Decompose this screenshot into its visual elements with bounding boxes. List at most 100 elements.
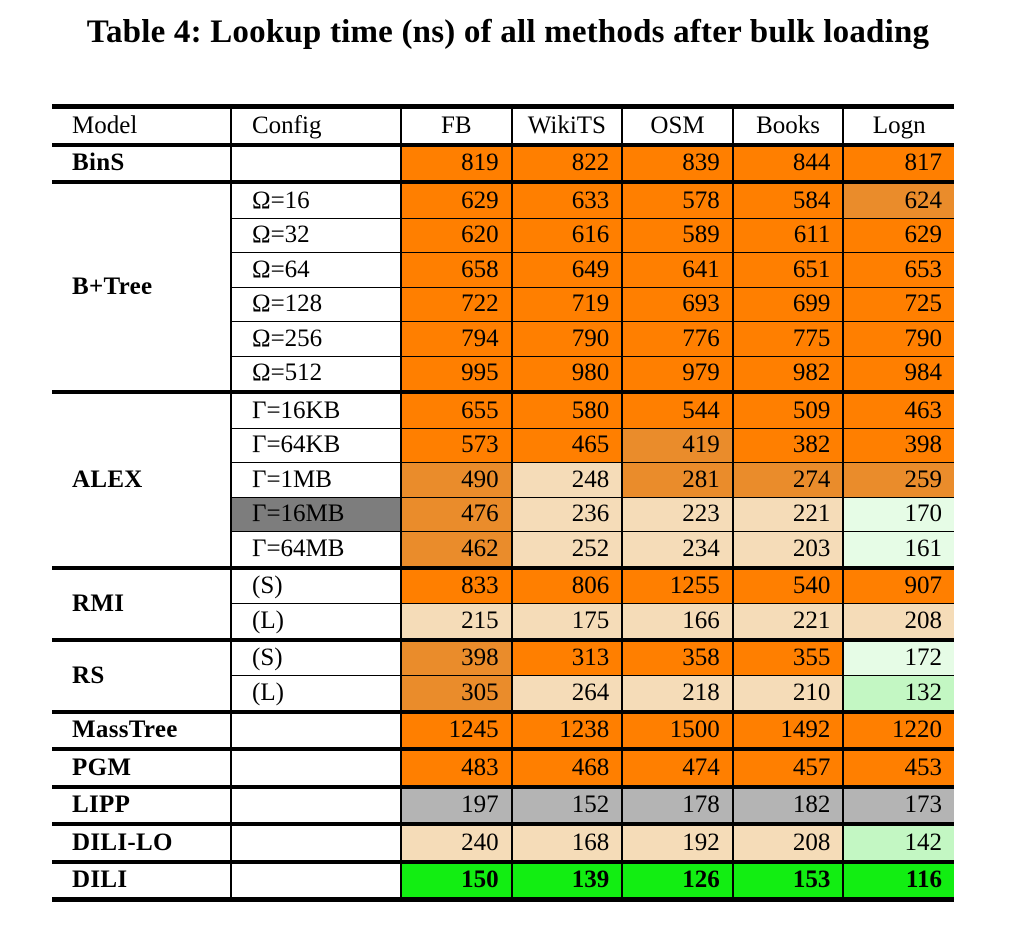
value-cell: 1500 [621, 709, 733, 749]
model-cell: MassTree [52, 709, 231, 749]
config-cell [230, 142, 401, 183]
value-cell: 463 [842, 390, 954, 428]
value-cell: 1238 [510, 709, 623, 749]
table-row: MassTree 1245 1238 1500 1492 1220 [52, 709, 954, 750]
config-cell: (S) [230, 637, 401, 676]
model-cell: B+Tree [52, 180, 231, 392]
value-cell: 281 [621, 462, 733, 497]
value-cell: 722 [400, 286, 512, 322]
table-row: ALEX Γ=16KB 655 580 544 509 463 [52, 390, 954, 568]
value-cell: 150 [400, 859, 512, 900]
value-cell: 215 [400, 603, 512, 640]
value-cell: 584 [731, 180, 844, 218]
table-header: Model Config FB WikiTS OSM Books Logn [52, 106, 954, 146]
value-cell: 1492 [731, 709, 844, 749]
table-row: RS (S) 398 313 358 355 172 [52, 637, 954, 712]
model-cell: BinS [52, 142, 231, 182]
value-cell: 629 [400, 180, 512, 218]
value-cell: 653 [842, 252, 954, 287]
value-cell: 1220 [842, 709, 954, 749]
config-cell: (L) [230, 603, 401, 640]
value-cell: 170 [842, 496, 954, 532]
table-caption: Table 4: Lookup time (ns) of all methods… [86, 14, 930, 50]
table-row: Γ=16MB 476 236 223 221 170 [52, 496, 954, 532]
value-cell: 982 [731, 355, 844, 392]
value-cell: 203 [731, 531, 844, 568]
value-cell: 264 [510, 675, 623, 712]
value-cell: 234 [621, 531, 733, 568]
value-cell: 465 [510, 427, 623, 463]
value-cell: 573 [400, 427, 512, 463]
model-cell: RS [52, 637, 231, 712]
value-cell: 453 [842, 747, 954, 787]
value-cell: 844 [731, 142, 844, 182]
value-cell: 457 [731, 747, 844, 787]
value-cell: 817 [842, 142, 954, 182]
config-cell [230, 784, 401, 825]
value-cell: 240 [400, 822, 512, 862]
model-cell: DILI-LO [52, 822, 231, 862]
model-cell: PGM [52, 747, 231, 787]
value-cell: 468 [510, 747, 623, 787]
model-cell: LIPP [52, 784, 231, 824]
table-row: DILI-LO 240 168 192 208 142 [52, 822, 954, 862]
value-cell: 775 [731, 321, 844, 356]
config-cell: Ω=16 [230, 180, 401, 219]
value-cell: 139 [510, 859, 623, 900]
header-wikits: WikiTS [510, 106, 623, 146]
config-cell: Γ=16MB [230, 496, 401, 532]
value-cell: 649 [510, 252, 623, 287]
value-cell: 259 [842, 462, 954, 497]
value-cell: 358 [621, 637, 733, 676]
value-cell: 252 [510, 531, 623, 568]
table-row: Ω=256 794 790 776 775 790 [52, 321, 954, 357]
value-cell: 153 [731, 859, 844, 900]
config-cell: (S) [230, 565, 401, 604]
model-cell: DILI [52, 859, 231, 900]
value-cell: 161 [842, 531, 954, 568]
model-cell: ALEX [52, 390, 231, 568]
value-cell: 236 [510, 496, 623, 532]
table-row: Ω=64 658 649 641 651 653 [52, 252, 954, 288]
value-cell: 178 [621, 784, 733, 824]
value-cell: 142 [842, 822, 954, 862]
value-cell: 693 [621, 286, 733, 322]
value-cell: 126 [621, 859, 733, 900]
value-cell: 132 [842, 675, 954, 712]
value-cell: 776 [621, 321, 733, 356]
value-cell: 540 [731, 565, 844, 604]
value-cell: 580 [510, 390, 623, 428]
value-cell: 633 [510, 180, 623, 218]
value-cell: 483 [400, 747, 512, 787]
table-row: B+Tree Ω=16 629 633 578 584 624 [52, 180, 954, 392]
value-cell: 192 [621, 822, 733, 862]
value-cell: 620 [400, 217, 512, 253]
value-cell: 210 [731, 675, 844, 712]
value-cell: 819 [400, 142, 512, 182]
config-cell: Ω=32 [230, 217, 401, 253]
value-cell: 629 [842, 217, 954, 253]
value-cell: 1245 [400, 709, 512, 749]
value-cell: 208 [842, 603, 954, 640]
table-row: (L) 215 175 166 221 208 [52, 603, 954, 640]
value-cell: 833 [400, 565, 512, 604]
value-cell: 699 [731, 286, 844, 322]
header-model: Model [52, 106, 231, 146]
header-books: Books [731, 106, 844, 146]
config-cell: Ω=512 [230, 355, 401, 393]
config-cell: Γ=64KB [230, 427, 401, 463]
lookup-time-table: Model Config FB WikiTS OSM Books Logn Bi… [52, 104, 954, 902]
value-cell: 719 [510, 286, 623, 322]
value-cell: 578 [621, 180, 733, 218]
config-cell [230, 747, 401, 787]
value-cell: 806 [510, 565, 623, 604]
config-cell: Γ=1MB [230, 462, 401, 498]
config-cell: Γ=64MB [230, 531, 401, 568]
value-cell: 822 [510, 142, 623, 182]
value-cell: 979 [621, 355, 733, 392]
value-cell: 995 [400, 355, 512, 392]
value-cell: 641 [621, 252, 733, 287]
config-cell [230, 709, 401, 750]
value-cell: 116 [842, 859, 954, 900]
header-config: Config [230, 106, 401, 146]
